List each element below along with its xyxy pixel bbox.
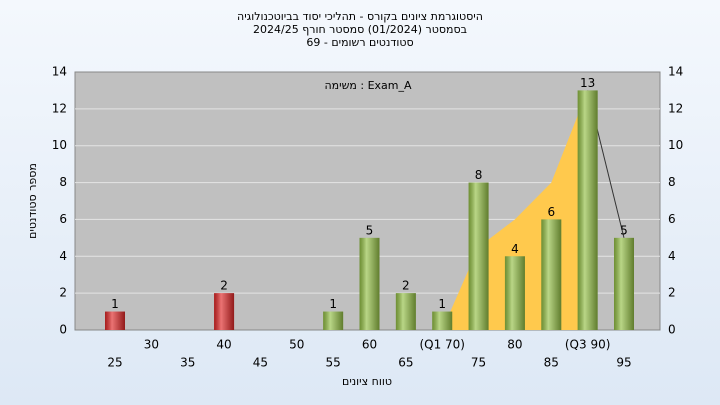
bar-shade [614,237,634,330]
x-tick-label: 85 [544,356,559,370]
bar-shade [577,90,598,330]
y-tick-label: 12 [52,101,67,115]
y-tick-label: 4 [59,249,67,263]
bar-shade [214,293,235,330]
x-tick-label: 45 [253,356,268,370]
y-axis-label: מספר סטודנטים [26,163,39,239]
bar-shade [541,219,562,330]
x-tick-label: 55 [326,356,341,370]
value-label: 4 [511,242,519,256]
x-tick-label: 95 [616,356,631,370]
value-label: 13 [580,76,595,90]
value-label: 2 [220,279,228,293]
x-tick-label: 50 [289,338,304,352]
x-tick-label: (Q1 70) [419,338,465,352]
y2-tick-label: 4 [668,249,676,263]
y-tick-label: 6 [59,212,67,226]
value-label: 1 [329,297,337,311]
value-label: 1 [438,297,446,311]
x-tick-label: 25 [107,356,122,370]
y-tick-label: 0 [59,323,67,337]
y2-tick-label: 0 [668,323,676,337]
bar-shade [323,311,344,330]
x-tick-label: 65 [398,356,413,370]
y2-tick-label: 10 [668,138,683,152]
y2-tick-label: 12 [668,101,683,115]
annotation: משימה : Exam_A [324,79,412,92]
y2-tick-label: 6 [668,212,676,226]
y-tick-label: 10 [52,138,67,152]
bar-shade [468,182,489,330]
chart-title: היסטוגרמת ציונים בקורס - תהליכי יסוד בבי… [237,10,483,23]
x-tick-label: (Q3 90) [565,338,611,352]
x-axis-label: טווח ציונים [342,375,392,388]
y-tick-label: 2 [59,286,67,300]
bar-shade [105,311,125,330]
value-label: 2 [402,279,410,293]
bar-shade [395,293,416,330]
x-tick-label: 35 [180,356,195,370]
x-tick-label: 75 [471,356,486,370]
bar-shade [504,256,525,330]
bar-shade [432,311,453,330]
value-label: 5 [620,223,628,237]
x-tick-label: 80 [507,338,522,352]
value-label: 8 [475,168,483,182]
x-tick-label: 60 [362,338,377,352]
chart-subtitle: בסמסטר (01/2024) סמסטר חורף 2024/25 [253,23,467,36]
y2-tick-label: 8 [668,175,676,189]
y2-tick-label: 14 [668,65,683,79]
value-label: 5 [366,223,374,237]
y2-tick-label: 2 [668,286,676,300]
value-label: 6 [547,205,555,219]
y-tick-label: 8 [59,175,67,189]
value-label: 1 [111,297,119,311]
x-tick-label: 30 [144,338,159,352]
chart-subtitle: סטודנטים רשומים - 69 [306,36,413,49]
x-tick-label: 40 [216,338,231,352]
bar-shade [359,237,380,330]
y-tick-label: 14 [52,65,67,79]
